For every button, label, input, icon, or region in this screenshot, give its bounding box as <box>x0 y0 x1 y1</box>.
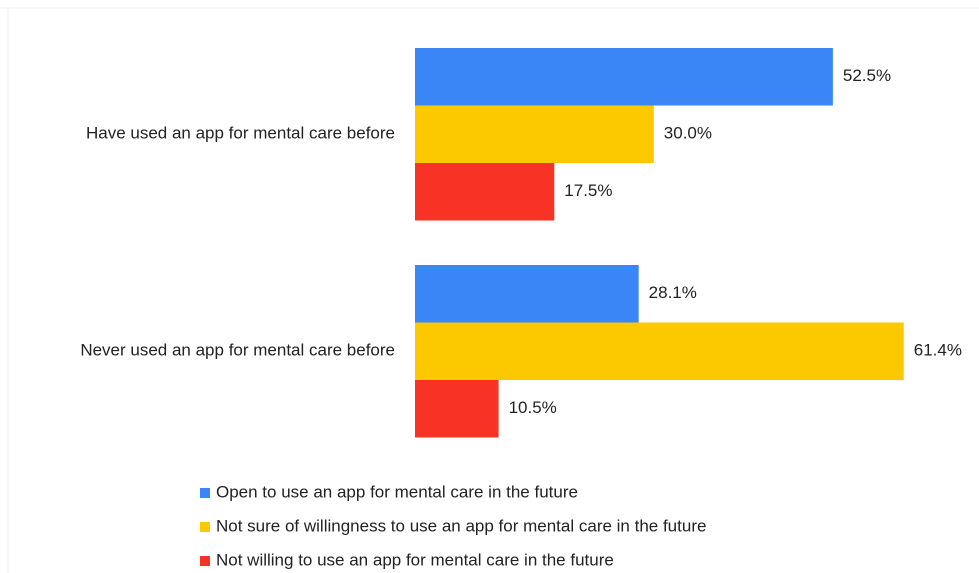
value-label: 28.1% <box>649 283 697 302</box>
value-label: 30.0% <box>664 124 712 143</box>
legend-swatch <box>200 556 210 566</box>
legend-swatch <box>200 488 210 498</box>
bar <box>415 105 654 163</box>
value-label: 10.5% <box>509 398 557 417</box>
value-label: 17.5% <box>564 181 612 200</box>
bar <box>415 163 555 221</box>
value-label: 61.4% <box>914 341 962 360</box>
category-label: Never used an app for mental care before <box>80 341 395 360</box>
legend-label: Open to use an app for mental care in th… <box>216 482 578 501</box>
bar <box>415 380 499 438</box>
bar <box>415 265 639 323</box>
bar <box>415 322 904 380</box>
legend-label: Not willing to use an app for mental car… <box>216 550 614 569</box>
bar <box>415 48 833 106</box>
category-label: Have used an app for mental care before <box>86 124 395 143</box>
legend-label: Not sure of willingness to use an app fo… <box>216 516 706 535</box>
value-label: 52.5% <box>843 66 891 85</box>
legend-swatch <box>200 522 210 532</box>
